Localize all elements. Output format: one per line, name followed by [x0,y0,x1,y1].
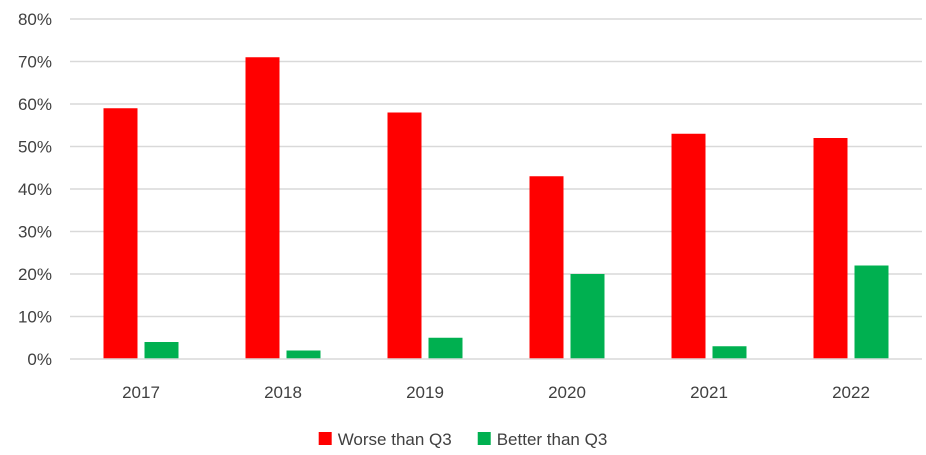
legend-label-better-than-q3: Better than Q3 [497,430,608,449]
x-tick-label: 2017 [122,383,160,402]
legend-swatch-worse-than-q3 [318,432,332,445]
x-tick-label: 2022 [832,383,870,402]
bar-worse-than-q3-2022 [813,138,848,359]
y-tick-label: 20% [18,265,52,284]
bar-worse-than-q3-2017 [103,108,138,359]
gridlines [70,18,922,318]
legend-swatch-better-than-q3 [477,432,491,445]
legend-item-better-than-q3: Better than Q3 [477,430,608,449]
y-tick-label: 50% [18,138,52,157]
y-tick-label: 0% [27,350,52,369]
y-tick-label: 10% [18,308,52,327]
bar-worse-than-q3-2018 [245,57,280,359]
y-tick-label: 30% [18,223,52,242]
axes: 0% 10% 20% 30% 40% 50% 60% 70% 80% 2017 2018 2019 20… [18,10,922,402]
bars [103,57,889,359]
bar-better-than-q3-2022 [854,265,889,359]
y-tick-label: 60% [18,95,52,114]
legend-item-worse-than-q3: Worse than Q3 [318,430,452,449]
bar-better-than-q3-2019 [428,337,463,359]
x-tick-label: 2019 [406,383,444,402]
y-tick-label: 70% [18,53,52,72]
legend: Worse than Q3 Better than Q3 [318,430,608,449]
bar-worse-than-q3-2021 [671,133,706,359]
bar-worse-than-q3-2019 [387,112,422,359]
x-tick-label: 2020 [548,383,586,402]
y-tick-label: 80% [18,10,52,29]
bar-better-than-q3-2017 [144,342,179,359]
legend-label-worse-than-q3: Worse than Q3 [338,430,452,449]
bar-better-than-q3-2021 [712,346,747,359]
bar-better-than-q3-2020 [570,274,605,359]
bar-worse-than-q3-2020 [529,176,564,359]
x-tick-label: 2021 [690,383,728,402]
x-tick-label: 2018 [264,383,302,402]
bar-better-than-q3-2018 [286,350,321,359]
y-tick-label: 40% [18,180,52,199]
